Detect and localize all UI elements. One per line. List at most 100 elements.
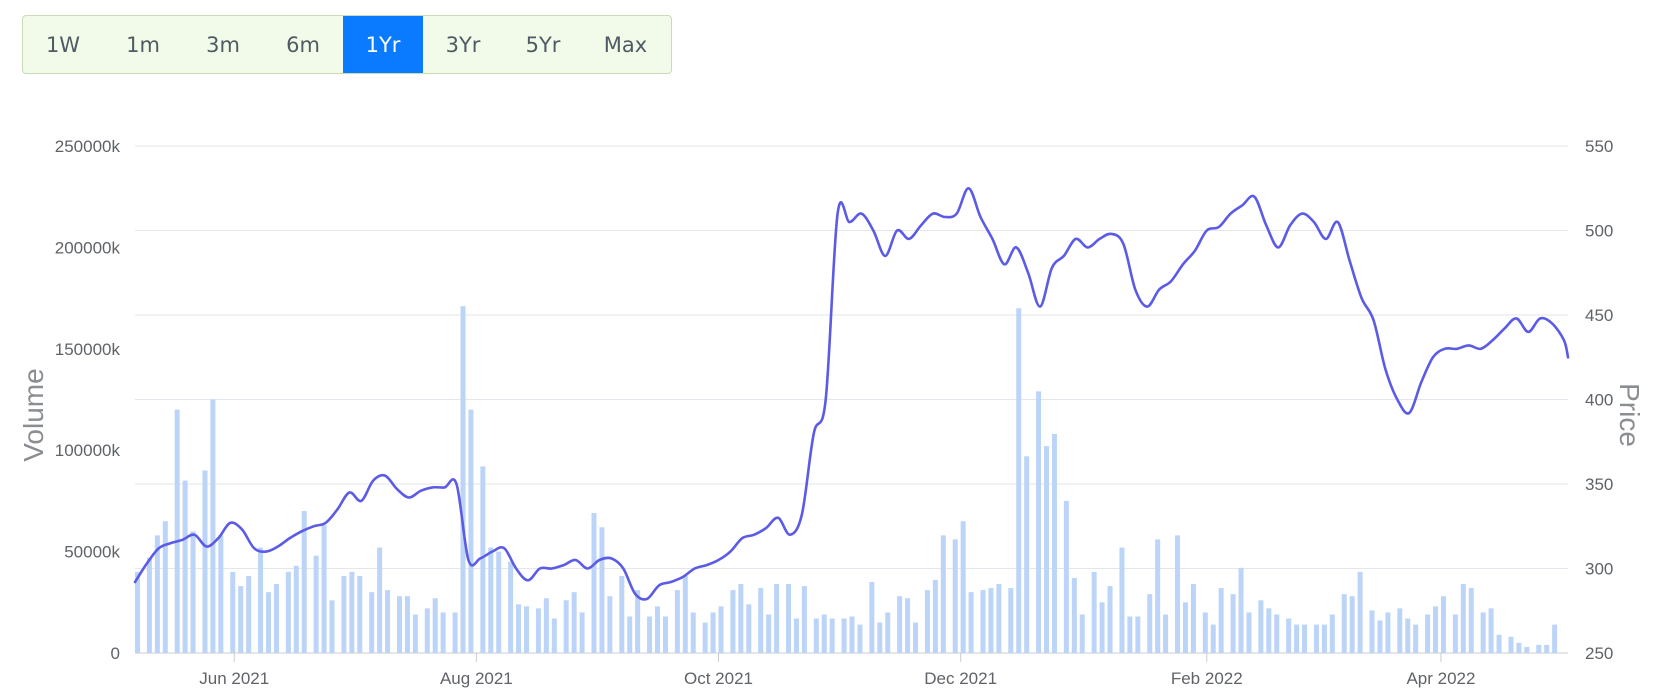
date-tick-label: Jun 2021	[199, 669, 269, 688]
volume-bar	[913, 622, 919, 653]
volume-bar	[349, 571, 355, 653]
volume-bar	[1397, 608, 1403, 653]
volume-bar	[801, 586, 807, 653]
volume-bar	[246, 575, 252, 653]
volume-bar	[1155, 539, 1161, 653]
volume-bar	[924, 590, 930, 653]
date-axis-ticks: Jun 2021 Aug 2021 Oct 2021 Dec 2021 Feb 2022…	[199, 653, 1475, 688]
volume-bar	[627, 616, 633, 653]
volume-bar	[1349, 596, 1355, 653]
volume-bar	[357, 575, 363, 653]
volume-bar	[1210, 624, 1216, 653]
volume-bars	[135, 306, 1558, 653]
volume-bar	[218, 535, 224, 653]
volume-bar	[996, 584, 1002, 653]
volume-bar	[1163, 614, 1169, 653]
volume-bar	[1016, 308, 1022, 653]
volume-bar	[1516, 642, 1522, 653]
price-axis-ticks: 250 300 350 400 450 500 550	[1585, 137, 1613, 663]
volume-bar	[1286, 618, 1292, 653]
volume-bar	[524, 606, 530, 653]
volume-tick-label: 200000k	[55, 238, 121, 257]
volume-bar	[682, 575, 688, 653]
volume-bar	[758, 588, 764, 653]
volume-bar	[988, 588, 994, 653]
volume-bar	[412, 614, 418, 653]
range-button-3m[interactable]: 3m	[206, 32, 240, 57]
volume-bar	[905, 598, 911, 653]
volume-bar	[1508, 636, 1514, 653]
price-tick-label: 300	[1585, 560, 1613, 579]
volume-bar	[543, 598, 549, 653]
volume-bar	[932, 579, 938, 653]
volume-bar	[174, 409, 180, 653]
volume-bar	[968, 592, 974, 653]
volume-bar	[488, 547, 494, 653]
volume-bar	[1552, 624, 1558, 653]
volume-bar	[635, 590, 641, 653]
volume-bar	[404, 596, 410, 653]
volume-bar	[460, 306, 466, 653]
volume-bar	[1536, 644, 1542, 653]
volume-bar	[321, 525, 327, 653]
volume-bar	[162, 521, 168, 653]
volume-bar	[571, 592, 577, 653]
volume-bar	[1524, 646, 1530, 653]
volume-bar	[258, 547, 264, 653]
volume-bar	[154, 535, 160, 653]
volume-bar	[516, 604, 522, 653]
volume-bar	[563, 600, 569, 653]
volume-bar	[1405, 618, 1411, 653]
volume-bar	[1488, 608, 1494, 653]
volume-bar	[1202, 612, 1208, 653]
volume-axis-title: Volume	[18, 368, 49, 461]
volume-bar	[468, 409, 474, 653]
range-button-6m[interactable]: 6m	[286, 32, 320, 57]
volume-bar	[424, 608, 430, 653]
volume-bar	[1079, 614, 1085, 653]
date-tick-label: Apr 2022	[1406, 669, 1475, 688]
range-button-1w[interactable]: 1W	[45, 32, 81, 57]
volume-axis-ticks: 0 50000k 100000k 150000k 200000k 250000k	[55, 137, 121, 663]
volume-bar	[377, 547, 383, 653]
volume-bar	[1294, 624, 1300, 653]
volume-bar	[1302, 624, 1308, 653]
range-button-5yr[interactable]: 5Yr	[525, 32, 561, 57]
volume-bar	[1071, 577, 1077, 653]
volume-bar	[238, 586, 244, 653]
volume-bar	[730, 590, 736, 653]
volume-bar	[1341, 594, 1347, 653]
range-button-1m[interactable]: 1m	[126, 32, 160, 57]
volume-bar	[1274, 614, 1280, 653]
volume-bar	[1385, 612, 1391, 653]
volume-bar	[1468, 588, 1474, 653]
volume-bar	[1182, 602, 1188, 653]
price-tick-label: 250	[1585, 644, 1613, 663]
volume-bar	[329, 600, 335, 653]
volume-bar	[301, 511, 307, 653]
volume-bar	[738, 584, 744, 653]
range-button-3yr[interactable]: 3Yr	[445, 32, 481, 57]
volume-tick-label: 250000k	[55, 137, 121, 156]
volume-bar	[710, 612, 716, 653]
volume-bar	[396, 596, 402, 653]
volume-bar	[1175, 535, 1181, 653]
volume-bar	[508, 561, 514, 653]
price-tick-label: 450	[1585, 306, 1613, 325]
range-button-max[interactable]: Max	[603, 32, 648, 57]
volume-bar	[1425, 614, 1431, 653]
volume-bar	[273, 584, 279, 653]
volume-bar	[369, 592, 375, 653]
volume-bar	[1036, 391, 1042, 653]
volume-bar	[1496, 634, 1502, 653]
volume-tick-label: 50000k	[64, 543, 120, 562]
volume-bar	[1008, 588, 1014, 653]
range-button-1yr[interactable]: 1Yr	[343, 16, 423, 73]
volume-bar	[1190, 584, 1196, 653]
volume-bar	[1091, 571, 1097, 653]
volume-bar	[607, 596, 613, 653]
volume-bar	[341, 575, 347, 653]
volume-bar	[813, 618, 819, 653]
volume-bar	[786, 584, 792, 653]
